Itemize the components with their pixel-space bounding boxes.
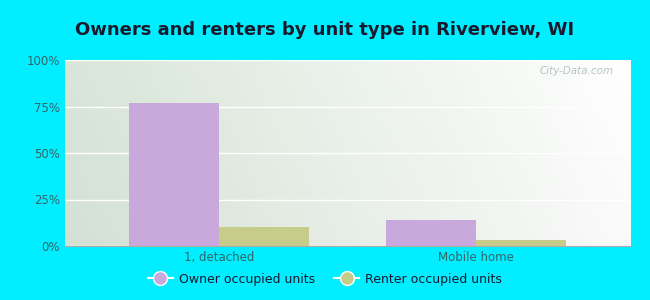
- Bar: [219, 227, 309, 246]
- Bar: [129, 103, 219, 246]
- Legend: Owner occupied units, Renter occupied units: Owner occupied units, Renter occupied un…: [143, 268, 507, 291]
- Bar: [476, 240, 566, 246]
- Bar: [386, 220, 476, 246]
- Text: City-Data.com: City-Data.com: [540, 66, 614, 76]
- Text: Owners and renters by unit type in Riverview, WI: Owners and renters by unit type in River…: [75, 21, 575, 39]
